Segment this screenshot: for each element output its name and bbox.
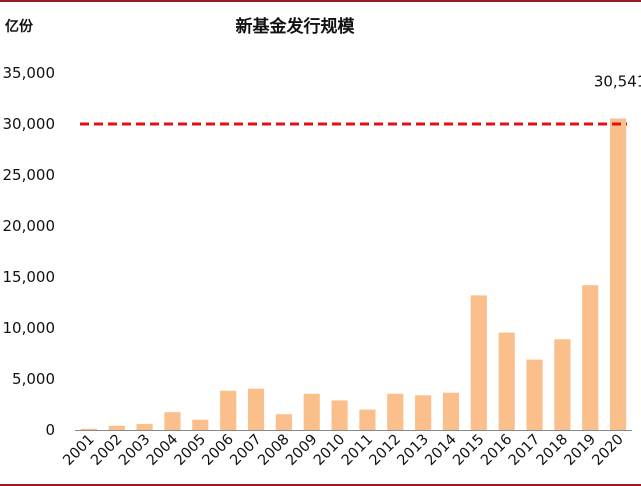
bar xyxy=(108,425,125,430)
x-tick-label: 2009 xyxy=(283,432,320,469)
x-tick-label: 2005 xyxy=(172,432,209,469)
bar xyxy=(303,393,320,430)
bar xyxy=(387,393,404,430)
bar xyxy=(80,428,98,430)
y-tick-label: 25,000 xyxy=(3,166,56,184)
y-axis-ticks: 0 5,000 10,000 15,000 20,000 25,000 30,000 35,0… xyxy=(3,64,56,439)
top-border xyxy=(0,0,641,2)
x-tick-label: 2008 xyxy=(255,432,292,469)
x-tick-label: 2016 xyxy=(478,432,515,469)
x-tick-label: 2014 xyxy=(422,432,459,469)
y-tick-label: 35,000 xyxy=(3,64,56,82)
x-tick-label: 2018 xyxy=(534,432,571,469)
bar xyxy=(498,332,515,430)
bar xyxy=(247,388,265,430)
x-tick-label: 2004 xyxy=(144,432,181,469)
bar xyxy=(526,359,543,430)
x-tick-label: 2015 xyxy=(450,432,487,469)
x-tick-label: 2013 xyxy=(395,432,432,469)
x-tick-label: 2006 xyxy=(200,432,237,469)
y-tick-label: 0 xyxy=(45,421,55,439)
bar xyxy=(470,295,487,430)
bar xyxy=(331,400,348,430)
x-tick-label: 2012 xyxy=(367,432,404,469)
bar xyxy=(220,390,237,430)
y-tick-label: 20,000 xyxy=(3,217,56,235)
bar xyxy=(609,118,627,430)
x-tick-label: 2017 xyxy=(506,432,543,469)
bar xyxy=(554,339,571,430)
bar xyxy=(442,392,460,430)
x-axis-ticks: 2001200220032004200520062007200820092010… xyxy=(60,432,627,469)
y-unit-label: 亿份 xyxy=(5,18,34,35)
y-tick-label: 30,000 xyxy=(3,115,56,133)
bar xyxy=(582,285,599,430)
bar xyxy=(359,409,376,430)
data-label: 30,541 xyxy=(594,72,641,90)
x-tick-label: 2003 xyxy=(116,432,153,469)
y-tick-label: 10,000 xyxy=(3,319,56,337)
bar xyxy=(164,412,181,430)
x-tick-label: 2002 xyxy=(88,432,125,469)
bars xyxy=(80,118,627,430)
bar xyxy=(275,414,292,430)
data-labels: 30,541 xyxy=(594,72,641,90)
x-tick-label: 2019 xyxy=(562,432,599,469)
x-tick-label: 2011 xyxy=(339,432,376,469)
x-tick-label: 2010 xyxy=(311,432,348,469)
bottom-border xyxy=(0,484,641,486)
y-tick-label: 15,000 xyxy=(3,268,56,286)
y-tick-label: 5,000 xyxy=(12,370,55,388)
bar xyxy=(136,423,153,430)
chart-title: 新基金发行规模 xyxy=(236,16,356,37)
x-tick-label: 2001 xyxy=(60,432,97,469)
bar xyxy=(415,395,432,430)
x-tick-label: 2020 xyxy=(589,432,626,469)
bar xyxy=(192,419,209,430)
x-tick-label: 2007 xyxy=(227,432,264,469)
